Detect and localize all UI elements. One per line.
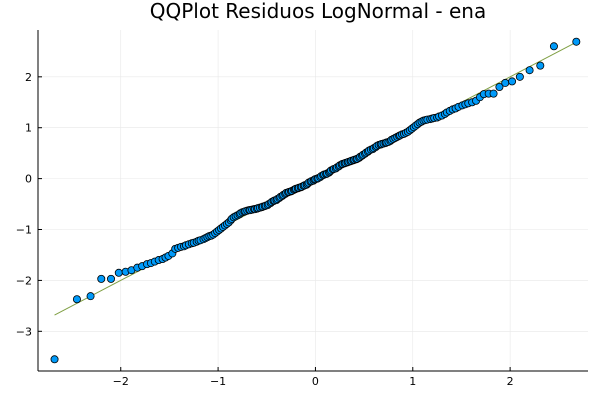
x-tick-label: 2	[507, 375, 514, 388]
y-tick-label: 0	[25, 173, 32, 186]
tick-labels: −2 −1 0 1 2 −3 −2 −1 0 1 2	[16, 71, 514, 388]
data-point	[536, 61, 545, 70]
data-point	[501, 78, 510, 87]
y-tick-label: 1	[25, 122, 32, 135]
data-point	[114, 268, 123, 277]
data-point	[50, 355, 59, 364]
data-point	[97, 274, 106, 283]
x-tick-label: −1	[210, 375, 226, 388]
data-point	[107, 274, 116, 283]
data-point	[72, 295, 81, 304]
data-point	[572, 37, 581, 46]
data-point	[86, 292, 95, 301]
data-point	[489, 89, 498, 98]
x-tick-label: 0	[312, 375, 319, 388]
y-tick-label: −2	[16, 274, 32, 287]
y-tick-label: −3	[16, 325, 32, 338]
axes	[37, 30, 588, 372]
y-tick-label: −1	[16, 224, 32, 237]
data-points	[50, 37, 581, 364]
x-tick-label: 1	[409, 375, 416, 388]
x-tick-label: −2	[113, 375, 129, 388]
data-point	[495, 83, 504, 92]
data-point	[508, 77, 517, 86]
data-point	[549, 42, 558, 51]
chart-title: QQPlot Residuos LogNormal - ena	[150, 0, 486, 23]
y-tick-label: 2	[25, 71, 32, 84]
data-point	[515, 72, 524, 81]
data-point	[525, 66, 534, 75]
